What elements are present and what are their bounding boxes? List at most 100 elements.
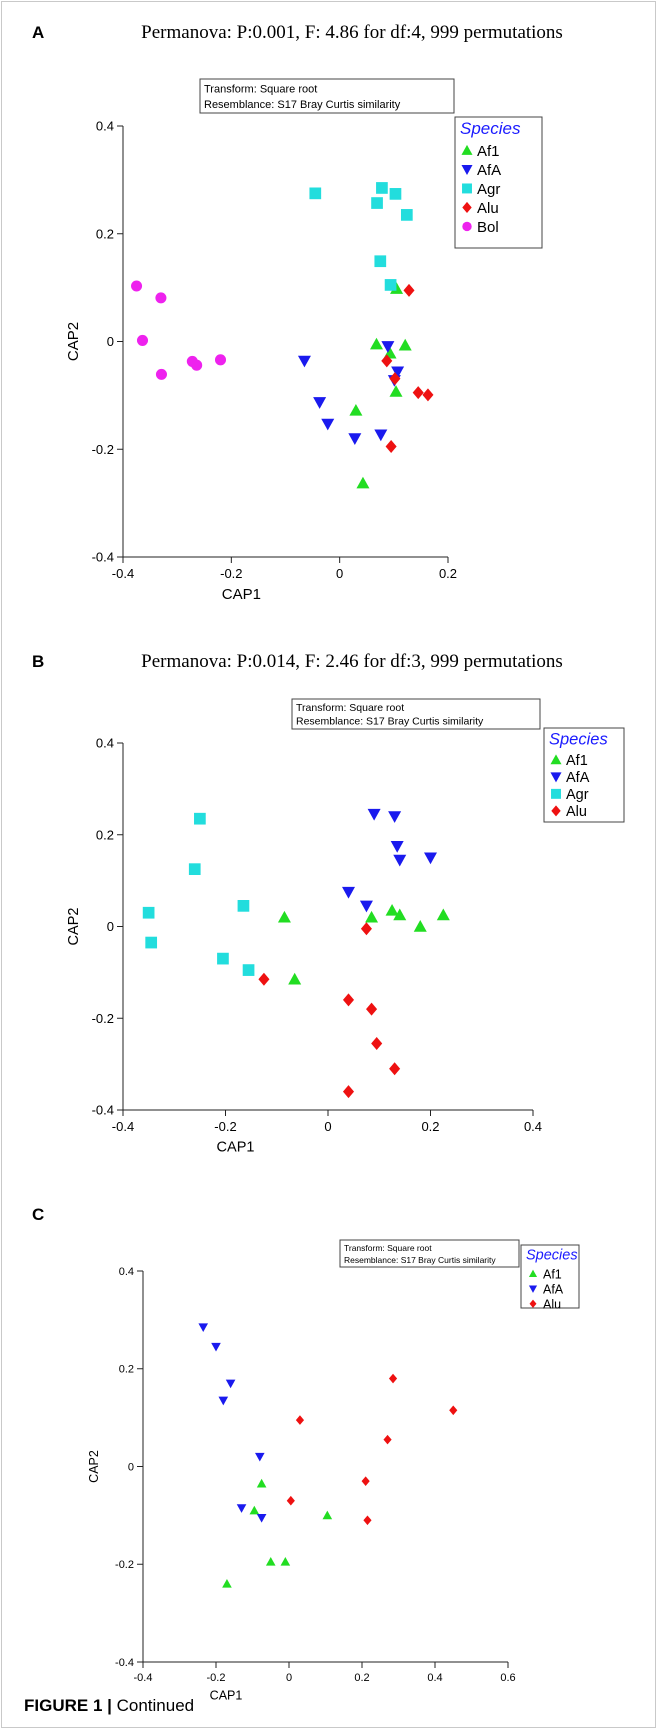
panel-b-point-af1: [365, 910, 379, 923]
panel-a-point-afa: [313, 397, 327, 409]
panel-c-x-tick-label: -0.4: [134, 1672, 153, 1684]
panel-c-point-af1: [256, 1478, 267, 1488]
panel-a-legend-label-af1: Af1: [477, 143, 500, 160]
panel-c-point-alu: [295, 1415, 305, 1425]
panel-a-point-af1: [356, 476, 370, 489]
panel-b-point-agr: [145, 936, 158, 949]
panel-c-point-alu: [383, 1434, 392, 1445]
panel-b-y-tick-label: 0.2: [96, 827, 114, 842]
panel-b-y-tick-label: 0: [107, 919, 114, 934]
panel-a-series-agr: [309, 182, 413, 291]
panel-b-legend-title: Species: [549, 731, 608, 749]
panel-c-point-af1: [322, 1510, 333, 1520]
panel-b-point-afa: [367, 808, 381, 821]
panel-c-x-tick-label: 0.6: [500, 1672, 515, 1684]
panel-a-point-bol: [136, 334, 149, 346]
panel-c-y-tick-label: 0.2: [119, 1364, 134, 1376]
panel-c-legend-label-alu: Alu: [543, 1297, 561, 1311]
panel-c-legend-title: Species: [526, 1248, 578, 1264]
panel-b-point-alu: [342, 1085, 355, 1099]
panel-b-series-alu: [258, 922, 401, 1099]
panel-c-point-alu: [286, 1495, 295, 1506]
caption-prefix: FIGURE 1 |: [24, 1696, 112, 1715]
panel-a-point-afa: [381, 341, 395, 353]
panel-c-legend-label-afa: AfA: [543, 1282, 564, 1296]
panel-a-point-alu: [422, 388, 434, 402]
panel-c-x-tick-label: 0: [286, 1672, 292, 1684]
panel-c-point-alu: [388, 1373, 398, 1384]
panel-b-series-agr: [142, 812, 255, 976]
panel-a-point-af1: [390, 282, 404, 294]
panel-b-point-alu: [360, 922, 372, 936]
panel-c-point-alu: [363, 1515, 372, 1526]
panel-a-legend-marker-alu: [462, 201, 472, 213]
panel-a-point-bol: [214, 354, 227, 366]
panel-b-legend-label-af1: Af1: [566, 753, 588, 769]
panel-a-legend-label-agr: Agr: [477, 181, 500, 198]
panel-a-point-agr: [374, 255, 387, 268]
panel-b-x-tick-label: 0.4: [524, 1119, 542, 1134]
panel-b-point-agr: [242, 964, 255, 976]
panel-c-y-tick-label: 0.4: [119, 1266, 134, 1278]
panel-b-series-af1: [277, 903, 450, 985]
panel-a-legend-marker-afa: [461, 165, 473, 175]
panel-b-point-agr: [194, 812, 206, 825]
panel-c-legend-marker-af1: [528, 1269, 538, 1278]
panel-a-x-tick-label: -0.4: [112, 566, 134, 581]
panel-c-point-afa: [236, 1504, 247, 1513]
panel-b-legend-marker-afa: [550, 772, 562, 783]
panel-b-y-tick-label: -0.4: [92, 1103, 114, 1118]
panel-c-point-afa: [225, 1379, 236, 1389]
panel-a-point-agr: [400, 209, 413, 221]
panel-c-point-afa: [256, 1513, 267, 1523]
panel-a-info-line-0: Transform: Square root: [204, 84, 317, 96]
panel-c-x-tick-label: 0.4: [427, 1672, 442, 1684]
panel-b-point-af1: [413, 920, 427, 932]
panel-a-point-agr: [371, 197, 383, 209]
panel-a-legend-marker-bol: [462, 221, 472, 232]
panel-a-legend-label-bol: Bol: [477, 219, 499, 236]
panel-b-series-afa: [342, 808, 437, 913]
caption-text: Continued: [116, 1696, 195, 1715]
panel-b-point-agr: [188, 863, 201, 876]
panel-a-y-tick-label: -0.2: [92, 442, 114, 457]
panel-b-point-alu: [258, 972, 270, 986]
panel-c-legend-marker-afa: [528, 1285, 538, 1293]
panel-a-point-afa: [391, 366, 405, 379]
panel-b-point-alu: [389, 1062, 401, 1076]
panel-a-legend-title: Species: [460, 119, 521, 138]
panel-a-point-af1: [398, 338, 412, 351]
panel-c-chart: C Transform: Square root Resemblance: S17 …: [32, 1205, 580, 1703]
panel-a-series-alu: [381, 283, 434, 454]
panel-b-info-line-0: Transform: Square root: [296, 702, 404, 714]
panel-a-x-axis-label: CAP1: [222, 586, 261, 603]
panel-b-legend-marker-alu: [551, 805, 561, 817]
panel-c-series-alu: [286, 1373, 458, 1526]
panel-b-legend-label-agr: Agr: [566, 787, 589, 803]
panel-c-series-af1: [222, 1478, 333, 1588]
panel-b-y-tick-label: -0.2: [92, 1011, 114, 1026]
panel-b-point-afa: [342, 886, 355, 899]
panel-c-point-alu: [361, 1476, 370, 1486]
panel-b-x-tick-label: -0.2: [214, 1119, 236, 1134]
panel-c-point-afa: [211, 1342, 221, 1352]
panel-b-chart: B Permanova: P:0.014, F: 2.46 for df:3, 9…: [32, 651, 625, 1156]
panel-c-point-alu: [449, 1405, 458, 1416]
panel-c-point-afa: [198, 1323, 209, 1333]
panel-a-legend-marker-af1: [461, 144, 473, 155]
panel-a-point-alu: [385, 440, 397, 454]
panel-a-point-afa: [348, 433, 362, 445]
panel-a-x-tick-label: -0.2: [220, 566, 242, 581]
panel-a-series-bol: [131, 280, 227, 380]
panel-b-point-af1: [385, 903, 399, 916]
panel-b-point-af1: [288, 972, 302, 985]
panel-b-x-tick-label: 0: [324, 1119, 331, 1134]
panel-b-point-afa: [424, 852, 437, 865]
panel-b-x-tick-label: -0.4: [112, 1119, 134, 1134]
panel-a-permanova-title: Permanova: P:0.001, F: 4.86 for df:4, 99…: [141, 22, 563, 43]
panel-c-x-axis-label: CAP1: [210, 1689, 243, 1703]
panel-a-point-afa: [321, 418, 335, 431]
panel-b-letter: B: [32, 652, 44, 671]
panel-a-point-alu: [403, 283, 415, 297]
